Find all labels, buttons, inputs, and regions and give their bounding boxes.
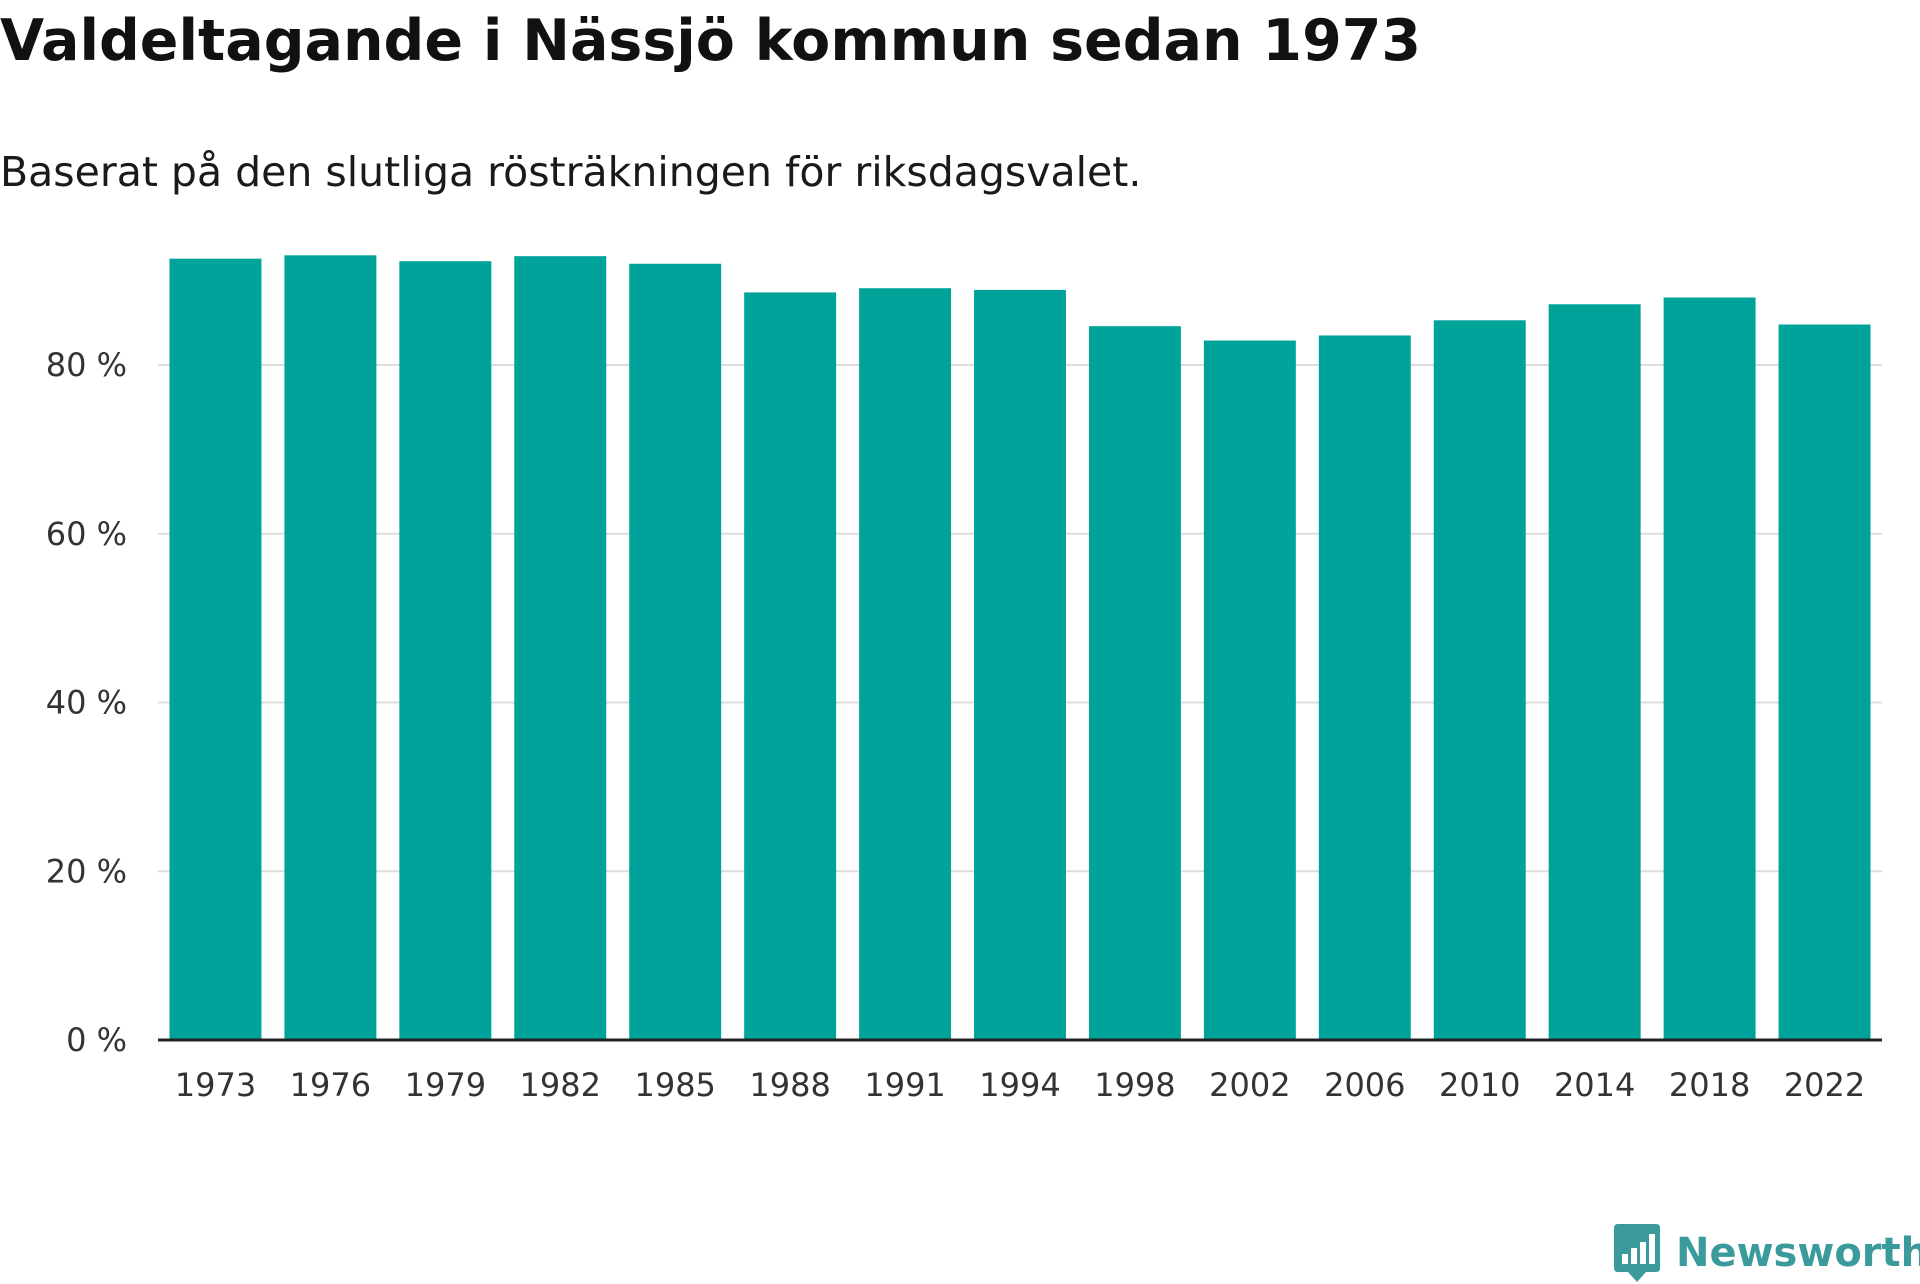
bar-1979[interactable] (399, 261, 492, 1040)
bars (169, 255, 1871, 1041)
x-tick-label: 2010 (1439, 1066, 1520, 1104)
chart-subtitle: Baserat på den slutliga rösträkningen fö… (0, 148, 1142, 196)
x-tick-label: 1982 (520, 1066, 601, 1104)
y-axis-tick-labels: 0 % 20 % 40 % 60 % 80 % (46, 346, 127, 1059)
bar-2014[interactable] (1548, 304, 1641, 1040)
x-tick-label: 1998 (1094, 1066, 1175, 1104)
bar-2018[interactable] (1663, 297, 1756, 1041)
x-tick-label: 1991 (864, 1066, 945, 1104)
bar-2006[interactable] (1318, 335, 1411, 1040)
x-tick-label: 1985 (634, 1066, 715, 1104)
bar-1998[interactable] (1088, 326, 1181, 1040)
x-tick-label: 2014 (1554, 1066, 1635, 1104)
x-tick-label: 2002 (1209, 1066, 1290, 1104)
brand-name: Newsworthy (1676, 1230, 1920, 1276)
newsworthy-logo-icon (1614, 1224, 1660, 1282)
bar-1976[interactable] (284, 255, 377, 1040)
bar-1985[interactable] (629, 263, 722, 1040)
bar-1973[interactable] (169, 258, 262, 1040)
bar-2002[interactable] (1203, 340, 1296, 1040)
bar-1982[interactable] (514, 256, 607, 1040)
y-tick-label: 0 % (66, 1021, 127, 1059)
x-tick-label: 1988 (749, 1066, 830, 1104)
chart-title: Valdeltagande i Nässjö kommun sedan 1973 (0, 8, 1422, 74)
bar-2010[interactable] (1433, 320, 1526, 1040)
bar-2022[interactable] (1778, 324, 1871, 1041)
x-tick-label: 1976 (290, 1066, 371, 1104)
x-tick-label: 1979 (405, 1066, 486, 1104)
x-tick-label: 2018 (1669, 1066, 1750, 1104)
brand-logo: Newsworthy (1612, 1222, 1920, 1284)
bar-1994[interactable] (974, 289, 1066, 1040)
y-tick-label: 20 % (46, 852, 127, 890)
x-tick-label: 2022 (1784, 1066, 1865, 1104)
x-tick-label: 2006 (1324, 1066, 1405, 1104)
y-tick-label: 40 % (46, 684, 127, 722)
bar-1991[interactable] (859, 288, 952, 1040)
y-tick-label: 60 % (46, 515, 127, 553)
bar-1988[interactable] (744, 292, 837, 1040)
x-axis-tick-labels: 1973 1976 1979 1982 1985 1988 1991 1994 1998 2002… (175, 1066, 1866, 1104)
x-tick-label: 1973 (175, 1066, 256, 1104)
x-tick-label: 1994 (979, 1066, 1060, 1104)
y-tick-label: 80 % (46, 346, 127, 384)
